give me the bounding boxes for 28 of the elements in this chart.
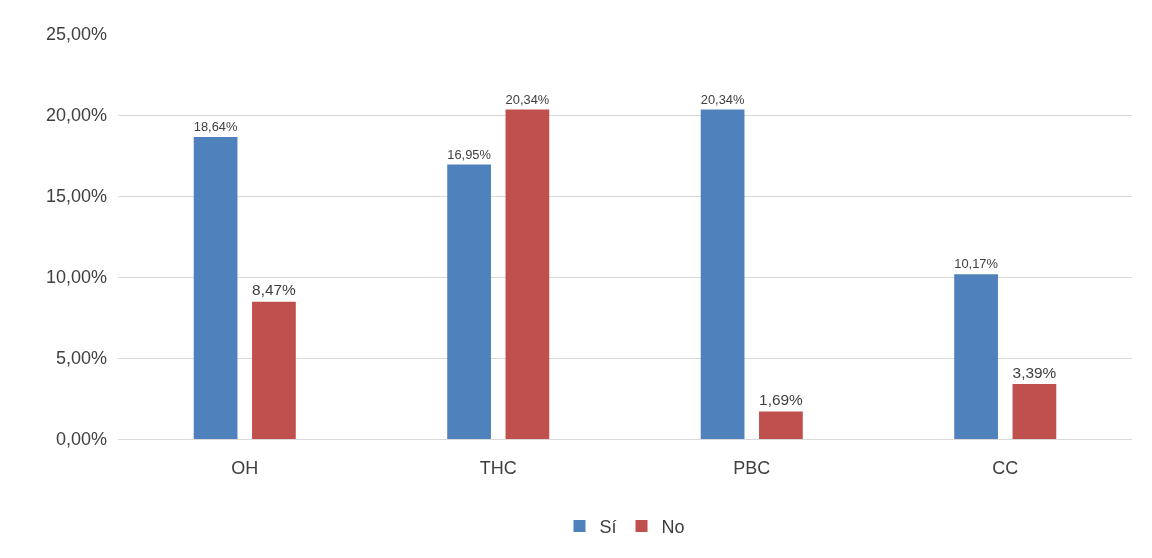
y-tick-label: 10,00% <box>45 267 107 288</box>
bar <box>1012 384 1057 439</box>
data-label: 20,34% <box>505 91 550 107</box>
bar <box>700 109 745 439</box>
x-tick-label: PBC <box>733 457 771 478</box>
x-tick-label: OH <box>231 457 259 478</box>
data-label: 3,39% <box>1012 363 1057 381</box>
bar <box>505 109 550 439</box>
bar <box>759 411 803 439</box>
bar <box>193 137 238 439</box>
data-label: 1,69% <box>759 391 804 409</box>
legend-label: No <box>661 517 685 538</box>
bar <box>447 164 491 439</box>
y-tick-label: 25,00% <box>45 24 107 45</box>
bar <box>252 301 296 439</box>
y-tick-label: 20,00% <box>45 105 107 126</box>
y-tick-label: 0,00% <box>55 429 107 450</box>
y-tick-label: 5,00% <box>55 348 107 369</box>
bar <box>954 274 998 439</box>
data-label: 20,34% <box>700 91 745 107</box>
x-tick-label: CC <box>992 457 1019 478</box>
y-tick-label: 15,00% <box>45 186 107 207</box>
data-label: 16,95% <box>447 146 491 162</box>
x-tick-label: THC <box>479 457 517 478</box>
legend-label: Sí <box>599 517 617 538</box>
data-label: 8,47% <box>252 281 297 299</box>
data-label: 10,17% <box>954 256 998 272</box>
data-label: 18,64% <box>193 119 238 135</box>
